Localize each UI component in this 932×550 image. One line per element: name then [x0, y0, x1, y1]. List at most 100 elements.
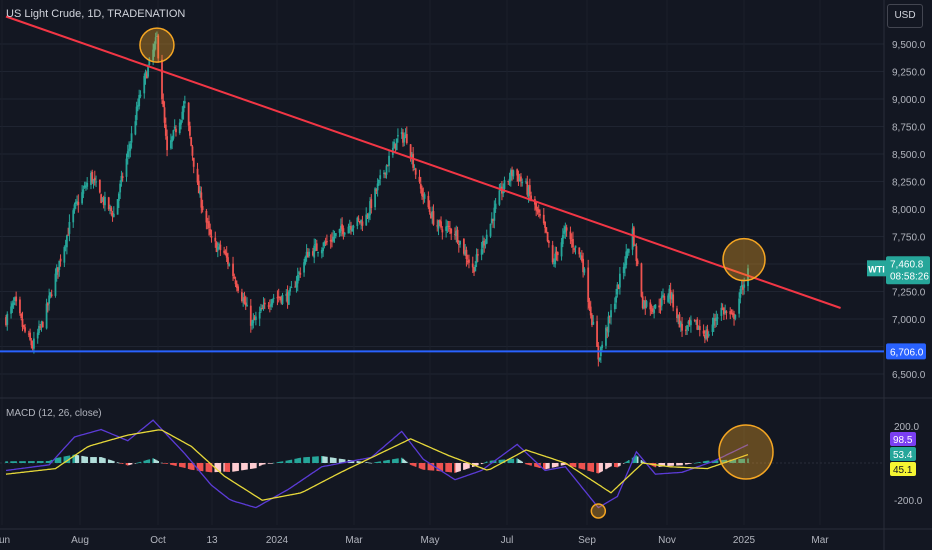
- macd-histogram-bar: [279, 461, 281, 463]
- price-tick-label: 8,250.0: [892, 178, 926, 189]
- candle-body: [512, 170, 515, 177]
- macd-histogram-bar: [55, 457, 58, 463]
- macd-histogram-bar: [438, 463, 441, 472]
- macd-histogram-bar: [153, 458, 156, 463]
- macd-histogram-bar: [498, 459, 501, 463]
- macd-histogram-bar: [512, 458, 515, 463]
- macd-histogram-bar: [406, 461, 408, 463]
- candle-body: [423, 194, 426, 199]
- macd-histogram-bar: [351, 460, 354, 463]
- macd-histogram-bar: [298, 458, 300, 463]
- macd-histogram-bar: [587, 463, 589, 471]
- candle-body: [370, 199, 373, 209]
- macd-histogram-bar: [28, 461, 30, 463]
- time-tick-label: Jun: [0, 535, 10, 546]
- macd-histogram-bar: [411, 463, 413, 466]
- candle-body: [716, 317, 719, 319]
- candle-body: [107, 197, 110, 210]
- macd-histogram-bar: [33, 461, 35, 463]
- macd-histogram-bar: [280, 461, 283, 463]
- candle-body: [742, 286, 744, 290]
- macd-histogram-bar: [534, 463, 536, 467]
- macd-histogram-bar: [605, 463, 607, 470]
- candle-body: [485, 234, 488, 244]
- price-grid: [0, 43, 884, 375]
- candle-body: [610, 310, 612, 318]
- macd-histogram-bar: [707, 460, 710, 463]
- macd-histogram-bar: [477, 463, 479, 466]
- candle-body: [178, 122, 181, 133]
- macd-histogram-bar: [232, 463, 234, 472]
- candle-body: [74, 201, 77, 205]
- descending-trendline[interactable]: [5, 15, 841, 309]
- macd-histogram-bar: [217, 463, 219, 472]
- candle-body: [385, 165, 388, 175]
- candle-body: [518, 178, 521, 182]
- candle-body: [400, 132, 403, 135]
- candle-body: [733, 313, 735, 319]
- candle-body: [246, 304, 248, 307]
- macd-histogram-bar: [272, 462, 275, 464]
- candle-body: [430, 213, 432, 219]
- candle-body: [427, 195, 430, 208]
- candle-body: [39, 326, 42, 328]
- macd-histogram-bar: [437, 463, 440, 472]
- candle-body: [128, 148, 130, 152]
- candle-body: [693, 319, 696, 321]
- candle-body: [539, 213, 541, 216]
- candle-body: [419, 183, 422, 189]
- candle-body: [723, 308, 725, 315]
- macd-histogram-bar: [189, 463, 191, 470]
- macd-histogram-bar: [22, 461, 25, 463]
- macd-histogram-bar: [521, 461, 524, 463]
- macd-histogram-bar: [276, 462, 279, 463]
- candle-body: [484, 241, 487, 245]
- macd-histogram-bar: [743, 458, 745, 463]
- candle-body: [135, 106, 138, 120]
- candle-body: [520, 176, 522, 182]
- macd-histogram-bar: [485, 461, 488, 463]
- macd-histogram-bar: [190, 463, 192, 470]
- macd-histogram-bar: [671, 463, 673, 466]
- price-tick-label: 9,500.0: [892, 40, 926, 51]
- time-tick-label: Mar: [811, 535, 829, 546]
- macd-histogram-bar: [696, 462, 699, 464]
- candle-body: [55, 267, 58, 275]
- macd-histogram-bar: [219, 463, 222, 472]
- candle-body: [668, 288, 671, 298]
- macd-histogram-bar: [686, 463, 688, 465]
- candle-body: [489, 223, 492, 237]
- candle-body: [651, 308, 654, 312]
- candle-body: [658, 305, 661, 308]
- candle-body: [262, 304, 265, 309]
- candle-body: [294, 286, 297, 288]
- candle-body: [721, 308, 724, 310]
- candle-body: [251, 321, 253, 326]
- macd-histogram-bar: [395, 458, 398, 463]
- macd-histogram-bar: [556, 463, 559, 467]
- candle-body: [672, 294, 675, 308]
- candle-body: [498, 190, 501, 205]
- candle-body: [404, 134, 407, 139]
- candle-body: [412, 153, 415, 168]
- macd-histogram-bar: [93, 457, 96, 463]
- candle-body: [384, 172, 387, 175]
- macd-histogram-bar: [616, 463, 619, 468]
- candle-body: [241, 292, 243, 302]
- signal-line: [5, 429, 749, 501]
- support-tag-label: 6,706.0: [890, 347, 924, 358]
- macd-histogram-bar: [162, 463, 165, 464]
- macd-histogram-bar: [19, 461, 21, 463]
- time-tick-label: Jul: [501, 535, 514, 546]
- candle-body: [511, 169, 513, 176]
- candle-body: [402, 132, 404, 143]
- candle-body: [50, 294, 53, 296]
- macd-histogram-bar: [218, 463, 220, 472]
- currency-button[interactable]: USD: [887, 4, 923, 28]
- macd-histogram-bar: [126, 463, 129, 466]
- candle-body: [734, 314, 737, 319]
- candle-body: [45, 303, 48, 329]
- candle-body: [395, 138, 398, 151]
- macd-histogram-bar: [546, 463, 549, 469]
- macd-histogram-bar: [24, 461, 26, 463]
